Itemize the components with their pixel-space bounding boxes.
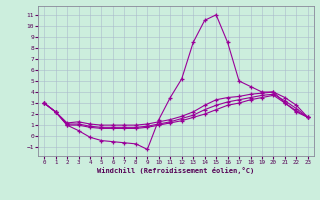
X-axis label: Windchill (Refroidissement éolien,°C): Windchill (Refroidissement éolien,°C) <box>97 167 255 174</box>
